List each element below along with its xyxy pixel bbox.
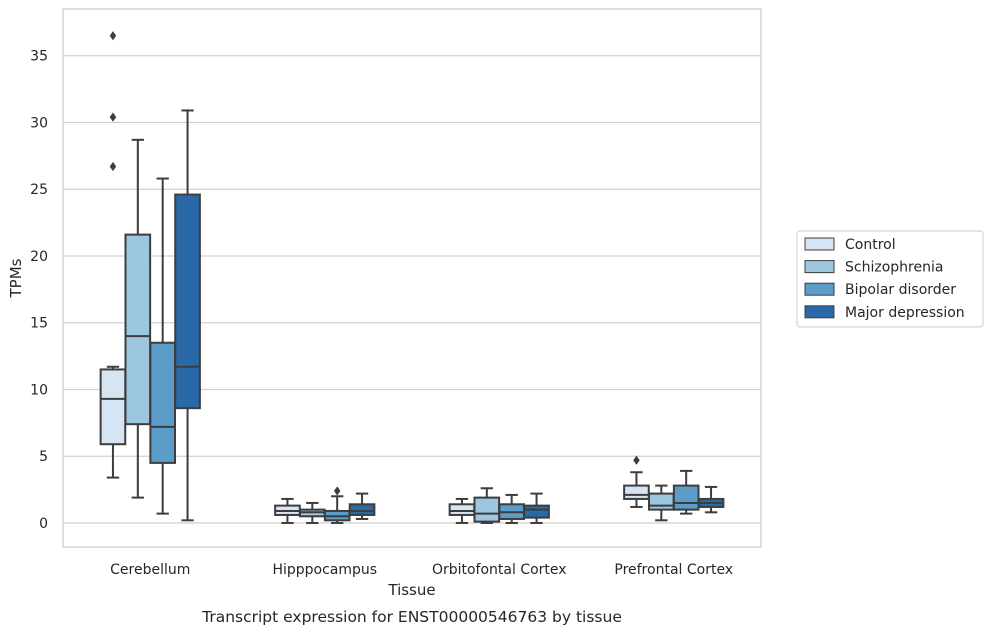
box-iqr — [523, 504, 550, 519]
legend-swatch — [804, 305, 835, 319]
box-2-1 — [473, 487, 501, 524]
box-2-2 — [498, 493, 525, 524]
x-tick-label: Hipppocampus — [272, 562, 377, 578]
box-3-0 — [623, 455, 650, 508]
outlier-point — [109, 161, 117, 172]
box-2-0 — [448, 497, 476, 524]
box-0-0 — [99, 31, 127, 479]
y-tick-label: 35 — [30, 49, 48, 65]
legend-label: Bipolar disorder — [845, 282, 956, 298]
boxes — [99, 31, 725, 524]
box-3-2 — [672, 469, 700, 515]
x-axis-ticks: Cerebellum Hipppocampus Orbitofontal Corte… — [110, 562, 733, 578]
x-tick-label: Orbitofontal Cortex — [432, 562, 567, 578]
box-iqr — [648, 492, 675, 511]
outlier-point — [633, 455, 640, 465]
box-iqr — [99, 368, 127, 446]
box-iqr — [149, 341, 176, 464]
y-tick-label: 30 — [30, 115, 48, 131]
box-iqr — [473, 496, 501, 523]
y-tick-label: 0 — [39, 516, 48, 532]
box-iqr — [174, 193, 201, 410]
outlier-point — [109, 112, 117, 122]
plot-area-frame — [62, 8, 762, 548]
y-tick-label: 15 — [30, 316, 48, 332]
box-0-3 — [174, 109, 201, 522]
y-tick-label: 5 — [39, 449, 48, 465]
x-axis-title: Tissue — [387, 581, 435, 599]
box-1-3 — [348, 492, 376, 520]
box-2-3 — [523, 492, 550, 524]
box-iqr — [672, 484, 700, 511]
box-0-1 — [124, 138, 152, 499]
box-1-2 — [323, 486, 351, 524]
chart-caption: Transcript expression for ENST0000054676… — [201, 608, 622, 626]
legend-label: Major depression — [845, 305, 965, 321]
legend-label: Control — [845, 237, 896, 253]
legend-swatch — [804, 260, 835, 274]
x-tick-label: Prefrontal Cortex — [614, 562, 733, 578]
legend-label: Schizophrenia — [845, 260, 943, 276]
box-1-0 — [274, 497, 301, 524]
outlier-point — [333, 486, 341, 496]
legend-swatch — [804, 237, 835, 251]
y-tick-label: 20 — [30, 249, 48, 265]
box-1-1 — [299, 501, 326, 524]
box-3-1 — [648, 484, 675, 522]
y-tick-label: 25 — [30, 182, 48, 198]
box-0-2 — [149, 177, 176, 515]
box-3-3 — [697, 485, 725, 514]
legend-frame — [796, 230, 984, 328]
y-axis-title: TPMs — [7, 258, 25, 298]
box-iqr — [124, 233, 152, 426]
y-axis-ticks: 0 5 10 15 20 25 30 35 — [30, 49, 48, 532]
x-tick-label: Cerebellum — [110, 562, 190, 578]
box-iqr — [623, 484, 650, 500]
y-tick-label: 10 — [30, 382, 48, 398]
outlier-point — [109, 31, 117, 41]
legend: Control Schizophrenia Bipolar disorder Majo… — [796, 230, 984, 328]
box-iqr — [448, 503, 476, 516]
box-iqr — [348, 503, 376, 516]
legend-swatch — [804, 282, 835, 296]
